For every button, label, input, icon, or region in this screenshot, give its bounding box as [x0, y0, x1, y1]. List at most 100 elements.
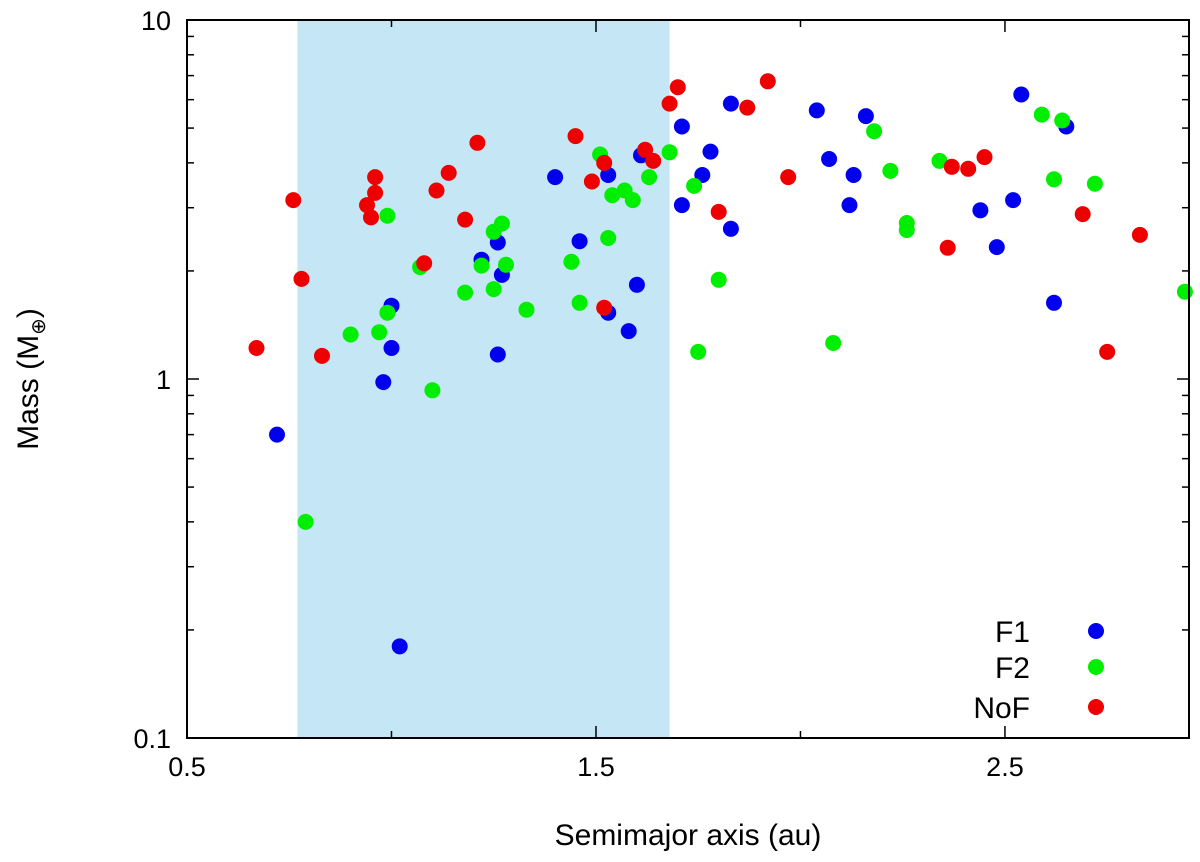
f2-point [485, 281, 502, 298]
nof-point [596, 299, 613, 316]
data-points [248, 73, 1193, 655]
f2-point [641, 169, 658, 186]
tick-labels: 0.5 1.5 2.5 0.1 1 10 [133, 6, 1023, 782]
f2-point [493, 215, 510, 232]
nof-point [976, 149, 993, 166]
f1-point [375, 374, 392, 391]
nof-point [567, 128, 584, 145]
f1-point [547, 169, 564, 186]
f1-point [1013, 86, 1030, 103]
f1-point [694, 167, 711, 183]
f1-point [571, 233, 588, 250]
f2-point [1033, 106, 1050, 123]
x-axis-title: Semimajor axis (au) [555, 819, 822, 852]
nof-point [1074, 206, 1091, 223]
nof-point [359, 197, 375, 214]
f2-point [563, 253, 580, 270]
f2-point [690, 343, 707, 360]
f2-point [342, 326, 359, 343]
f2-point [1176, 283, 1193, 300]
x-tick-label: 2.5 [986, 752, 1024, 782]
nof-point [645, 152, 662, 169]
y-axis-title-close: ) [12, 308, 45, 318]
nof-point [1099, 343, 1116, 360]
f2-point [371, 324, 388, 341]
f1-point [489, 346, 506, 363]
nof-point [739, 99, 756, 116]
legend-marker-f2 [1088, 659, 1104, 675]
legend-marker-nof [1088, 699, 1104, 715]
f1-point [391, 638, 408, 655]
y-tick-label: 1 [156, 365, 171, 395]
f2-point [473, 257, 490, 274]
nof-point [637, 141, 654, 158]
f1-point [808, 102, 825, 119]
nof-point [710, 203, 727, 220]
nof-point [669, 79, 686, 96]
f2-point [686, 177, 703, 194]
y-axis-title-subscript: ⊕ [28, 318, 50, 335]
legend-label-nof: NoF [973, 692, 1030, 725]
nof-point [457, 211, 474, 228]
f2-point [498, 256, 514, 273]
nof-point [943, 158, 960, 175]
f1-point [821, 151, 838, 167]
f2-point [518, 301, 535, 318]
shaded-region-layer [297, 20, 670, 738]
f2-point [571, 294, 588, 311]
f2-point [604, 187, 621, 204]
f1-point [988, 239, 1005, 256]
f2-point [1046, 171, 1062, 188]
shaded-region [297, 20, 670, 738]
nof-point [285, 192, 302, 209]
f1-point [269, 426, 285, 443]
f2-point [457, 284, 474, 301]
f2-point [297, 513, 314, 530]
y-tick-label: 10 [141, 6, 171, 36]
f1-point [1005, 192, 1022, 209]
f1-point [1046, 294, 1062, 311]
nof-point [440, 164, 457, 181]
nof-point [780, 169, 797, 186]
nof-point [248, 340, 265, 356]
nof-point [596, 154, 613, 171]
y-axis-title: Mass (M⊕) [12, 308, 50, 450]
f1-point [673, 197, 690, 214]
nof-point [314, 347, 330, 364]
legend-label-f1: F1 [995, 616, 1030, 649]
x-tick-label: 0.5 [168, 752, 206, 782]
y-axis-title-main: Mass (M [12, 335, 45, 450]
f2-point [379, 304, 396, 321]
f2-point [898, 222, 915, 238]
f1-point [841, 197, 858, 214]
f1-point [673, 118, 690, 135]
f2-point [424, 382, 441, 399]
f2-point [931, 152, 948, 169]
nof-point [661, 95, 678, 112]
legend-label-f2: F2 [995, 652, 1030, 685]
nof-point [367, 184, 384, 201]
f1-point [972, 202, 989, 219]
nof-point [960, 160, 977, 177]
plot-frame [186, 19, 1190, 739]
f2-point [825, 335, 842, 351]
f1-point [383, 340, 400, 356]
f2-point [379, 207, 396, 224]
nof-point [416, 255, 433, 272]
nof-point [1131, 226, 1148, 243]
f1-point [702, 143, 719, 160]
f1-point [857, 108, 874, 125]
f1-point [722, 220, 739, 237]
nof-point [367, 169, 384, 186]
nof-point [759, 73, 776, 90]
f2-point [882, 162, 899, 179]
f2-point [624, 192, 641, 209]
f2-point [710, 271, 727, 288]
f2-point [866, 123, 883, 140]
y-tick-label: 0.1 [133, 724, 171, 754]
f2-point [661, 144, 678, 161]
f1-point [628, 276, 645, 293]
f1-point [620, 323, 637, 340]
